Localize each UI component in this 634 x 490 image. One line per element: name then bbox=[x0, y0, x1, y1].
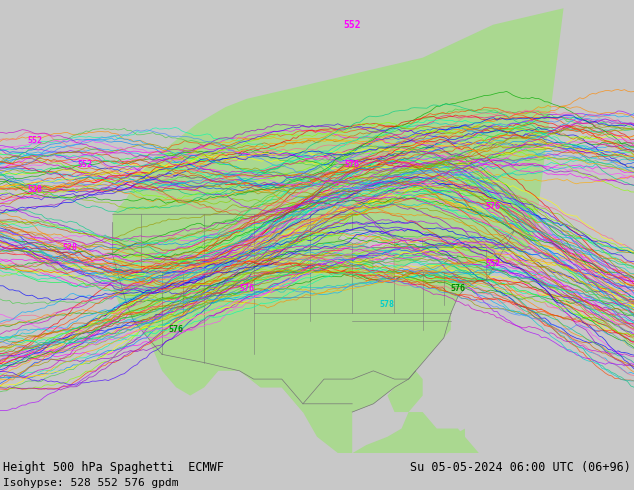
Polygon shape bbox=[444, 255, 458, 264]
Text: 552: 552 bbox=[344, 20, 361, 30]
Text: 576: 576 bbox=[486, 201, 501, 211]
Polygon shape bbox=[387, 371, 423, 412]
Polygon shape bbox=[394, 255, 451, 280]
Text: 552: 552 bbox=[28, 136, 42, 145]
Text: 528: 528 bbox=[28, 185, 42, 194]
Text: 576: 576 bbox=[345, 160, 359, 170]
Text: 578: 578 bbox=[380, 300, 395, 309]
Polygon shape bbox=[373, 255, 394, 272]
Text: 576: 576 bbox=[169, 325, 184, 334]
Polygon shape bbox=[394, 239, 423, 247]
Text: Su 05-05-2024 06:00 UTC (06+96): Su 05-05-2024 06:00 UTC (06+96) bbox=[410, 461, 631, 474]
Polygon shape bbox=[394, 429, 465, 453]
Polygon shape bbox=[113, 8, 564, 412]
Polygon shape bbox=[338, 231, 394, 247]
Text: 552: 552 bbox=[77, 160, 92, 170]
Text: Height 500 hPa Spaghetti  ECMWF: Height 500 hPa Spaghetti ECMWF bbox=[3, 461, 224, 474]
Text: 576: 576 bbox=[239, 284, 254, 293]
Polygon shape bbox=[218, 371, 493, 453]
Text: 552: 552 bbox=[486, 259, 501, 268]
Text: Isohypse: 528 552 576 gpdm: Isohypse: 528 552 576 gpdm bbox=[3, 478, 179, 488]
Text: 576: 576 bbox=[450, 284, 465, 293]
Text: 528: 528 bbox=[63, 243, 78, 252]
